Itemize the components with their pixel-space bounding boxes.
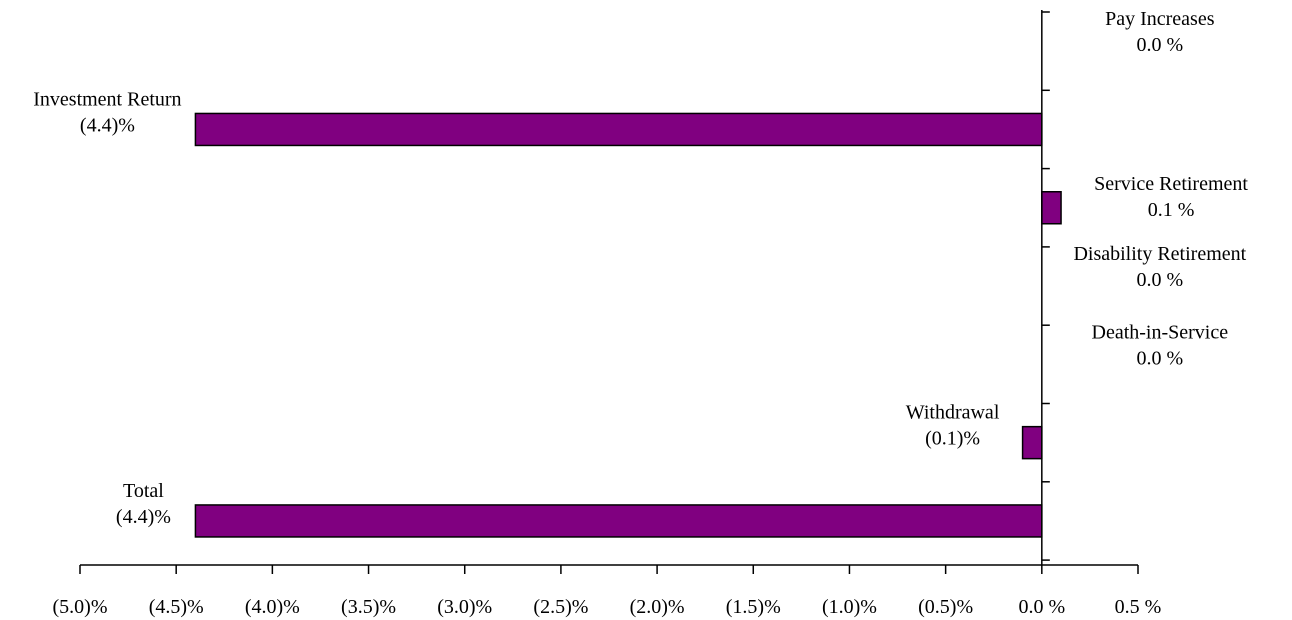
- x-tick-label: (4.5)%: [149, 596, 204, 618]
- category-label-death-in-service: Death-in-Service: [1092, 321, 1229, 343]
- x-tick-label: (3.0)%: [437, 596, 492, 618]
- x-tick-label: (1.5)%: [726, 596, 781, 618]
- bar-total: [194, 504, 1043, 538]
- x-tick-label: (4.0)%: [245, 596, 300, 618]
- x-axis: (5.0)% (4.5)% (4.0)% (3.5)% (3.0)% (2.5)% (2.0…: [53, 564, 1162, 618]
- value-label-pay-increases: 0.0 %: [1136, 34, 1183, 56]
- bar-withdrawal: [1021, 425, 1043, 460]
- value-label-total: (4.4)%: [116, 506, 171, 528]
- x-tick-label: (2.0)%: [630, 596, 685, 618]
- bars-group: [194, 112, 1062, 538]
- category-label-total: Total: [123, 480, 164, 502]
- x-tick-label: 0.0 %: [1018, 596, 1065, 618]
- value-label-disability-retirement: 0.0 %: [1136, 269, 1183, 291]
- value-label-investment-return: (4.4)%: [80, 114, 135, 136]
- category-label-pay-increases: Pay Increases: [1105, 8, 1215, 30]
- bar-labels-group: Pay Increases 0.0 % Investment Return (4.4)…: [33, 8, 1248, 528]
- bar-investment-return: [194, 112, 1043, 147]
- x-tick-label: 0.5 %: [1115, 596, 1162, 618]
- category-label-withdrawal: Withdrawal: [906, 402, 1000, 424]
- value-label-death-in-service: 0.0 %: [1136, 347, 1183, 369]
- category-label-service-retirement: Service Retirement: [1094, 173, 1248, 195]
- value-label-service-retirement: 0.1 %: [1148, 199, 1195, 221]
- category-label-investment-return: Investment Return: [33, 88, 181, 110]
- x-tick-label: (1.0)%: [822, 596, 877, 618]
- x-tick-label: (5.0)%: [53, 596, 108, 618]
- value-label-withdrawal: (0.1)%: [925, 428, 980, 450]
- x-tick-label: (3.5)%: [341, 596, 396, 618]
- x-tick-label: (2.5)%: [533, 596, 588, 618]
- y-axis: [1041, 10, 1050, 565]
- category-label-disability-retirement: Disability Retirement: [1073, 243, 1246, 265]
- x-tick-label: (0.5)%: [918, 596, 973, 618]
- bar-service-retirement: [1041, 191, 1062, 225]
